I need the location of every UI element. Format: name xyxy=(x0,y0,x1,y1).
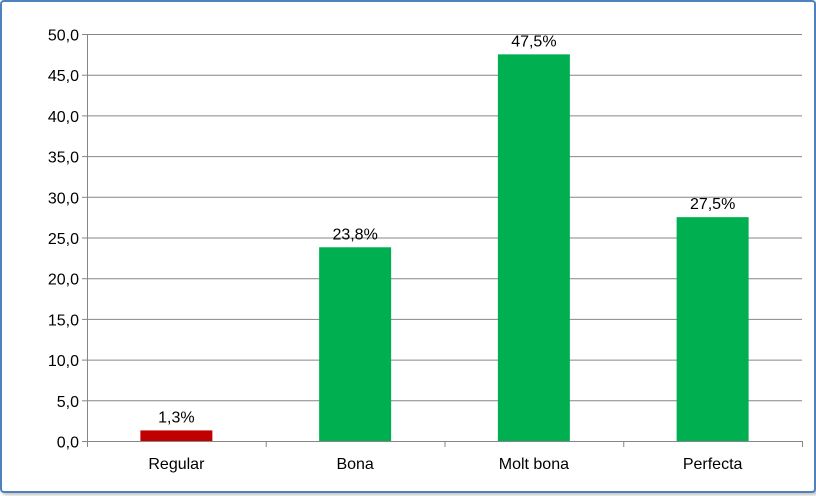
bar-regular xyxy=(140,430,213,441)
y-tick-label: 40,0 xyxy=(48,109,79,126)
y-tick-label: 5,0 xyxy=(57,394,79,411)
bar-bona xyxy=(319,247,392,441)
data-label: 23,8% xyxy=(332,226,377,243)
y-tick-label: 0,0 xyxy=(57,435,79,452)
data-label: 27,5% xyxy=(690,196,735,213)
bar-perfecta xyxy=(676,217,749,441)
bar-molt-bona xyxy=(497,54,570,441)
y-tick-label: 15,0 xyxy=(48,312,79,329)
y-tick-label: 50,0 xyxy=(48,28,79,45)
x-category-label: Bona xyxy=(336,456,373,473)
data-label: 47,5% xyxy=(511,33,556,50)
x-category-label: Molt bona xyxy=(499,456,569,473)
x-category-label: Regular xyxy=(148,456,205,473)
bars xyxy=(140,54,749,441)
gridlines xyxy=(87,34,802,402)
y-tick-label: 20,0 xyxy=(48,272,79,289)
y-tick-label: 10,0 xyxy=(48,353,79,370)
data-labels: 1,3% 23,8% 47,5% 27,5% xyxy=(158,33,735,426)
y-tick-label: 35,0 xyxy=(48,150,79,167)
data-label: 1,3% xyxy=(158,409,194,426)
y-tick-label: 25,0 xyxy=(48,231,79,248)
y-tick-label: 30,0 xyxy=(48,190,79,207)
y-tick-label: 45,0 xyxy=(48,68,79,85)
x-category-label: Perfecta xyxy=(683,456,743,473)
x-axis: Regular Bona Molt bona Perfecta xyxy=(87,441,803,473)
y-axis: 0,0 5,0 10,0 15,0 20,0 25,0 30,0 35,0 40,0 45,0 50… xyxy=(48,28,88,452)
